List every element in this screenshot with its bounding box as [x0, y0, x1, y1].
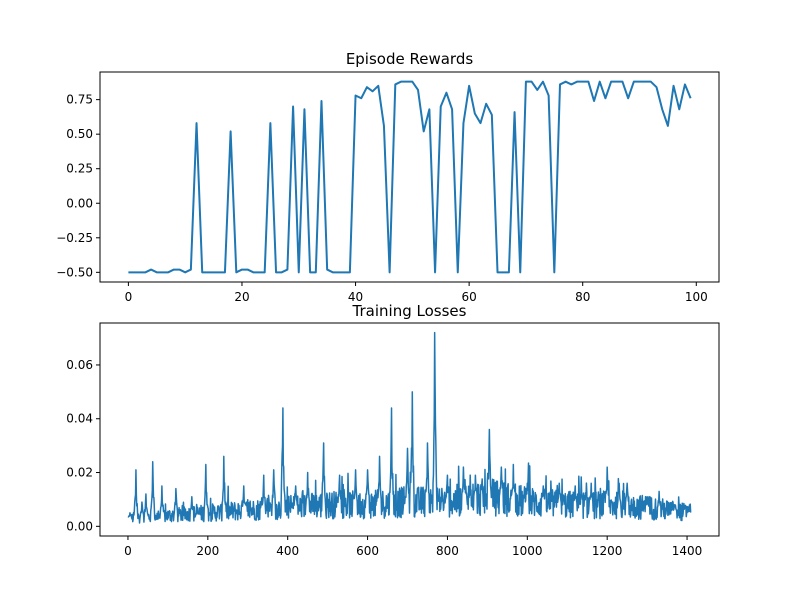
rewards-subplot: Episode Rewards 0 20 40 60 80 100 −0.50 −0.25 0…	[56, 50, 720, 304]
rewards-x-tick-label: 20	[234, 290, 249, 304]
losses-y-tick-label: 0.06	[66, 358, 93, 372]
rewards-x-ticks: 0 20 40 60 80 100	[125, 282, 708, 304]
rewards-series-line	[128, 80, 692, 274]
rewards-axes-frame	[99, 71, 720, 283]
rewards-title: Episode Rewards	[346, 50, 474, 68]
rewards-x-tick-label: 80	[575, 290, 590, 304]
losses-y-tick-label: 0.00	[66, 519, 93, 533]
losses-y-tick-label: 0.02	[66, 466, 93, 480]
rewards-x-tick-label: 40	[348, 290, 363, 304]
rewards-y-tick-label: 0.50	[66, 127, 93, 141]
losses-x-tick-label: 0	[124, 544, 132, 558]
rewards-x-tick-label: 0	[125, 290, 133, 304]
losses-x-tick-label: 800	[436, 544, 459, 558]
rewards-y-tick-label: −0.50	[56, 265, 93, 279]
rewards-y-tick-label: 0.25	[66, 162, 93, 176]
rewards-x-tick-label: 100	[685, 290, 708, 304]
losses-x-tick-label: 1400	[672, 544, 703, 558]
rewards-y-tick-label: −0.25	[56, 231, 93, 245]
rewards-x-tick-label: 60	[461, 290, 476, 304]
losses-subplot: 0 200 400 600 800 1000 1200 1400 0.000.020.040.…	[66, 302, 720, 558]
losses-x-tick-label: 200	[196, 544, 219, 558]
losses-x-ticks: 0 200 400 600 800 1000 1200 1400	[124, 536, 702, 558]
rewards-y-tick-label: 0.00	[66, 196, 93, 210]
losses-title: Training Losses	[352, 302, 467, 320]
losses-x-tick-label: 400	[276, 544, 299, 558]
losses-x-tick-label: 1200	[592, 544, 623, 558]
losses-x-tick-label: 600	[356, 544, 379, 558]
losses-y-ticks: 0.00 0.02 0.04 0.06	[66, 358, 100, 533]
rewards-y-ticks: −0.50 −0.25 0.00 0.25 0.50 0.75	[56, 93, 100, 279]
losses-series-line	[127, 331, 692, 524]
losses-axes-frame	[99, 322, 720, 537]
rewards-y-tick-label: 0.75	[66, 93, 93, 107]
losses-y-tick-label: 0.04	[66, 412, 93, 426]
losses-x-tick-label: 1000	[512, 544, 543, 558]
